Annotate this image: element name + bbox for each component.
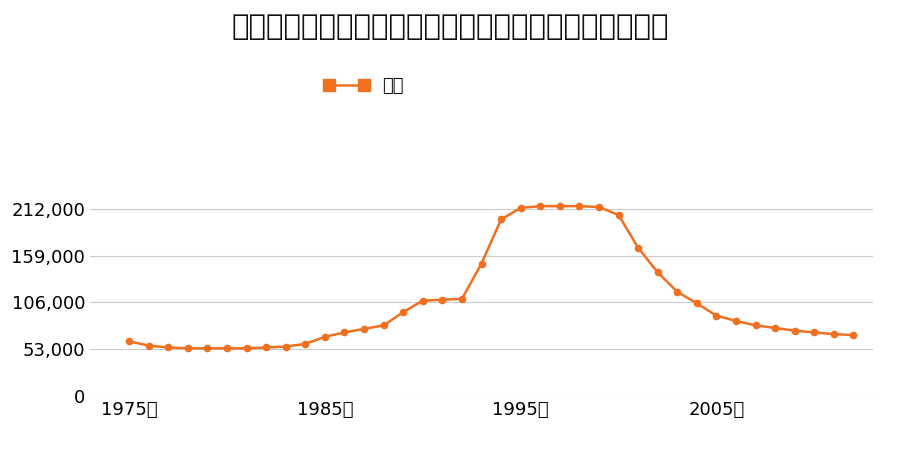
Text: 価格: 価格 <box>382 76 404 94</box>
Text: 長野県長野市大字稲葉字上千田沖２９４番３の地価推移: 長野県長野市大字稲葉字上千田沖２９４番３の地価推移 <box>231 14 669 41</box>
